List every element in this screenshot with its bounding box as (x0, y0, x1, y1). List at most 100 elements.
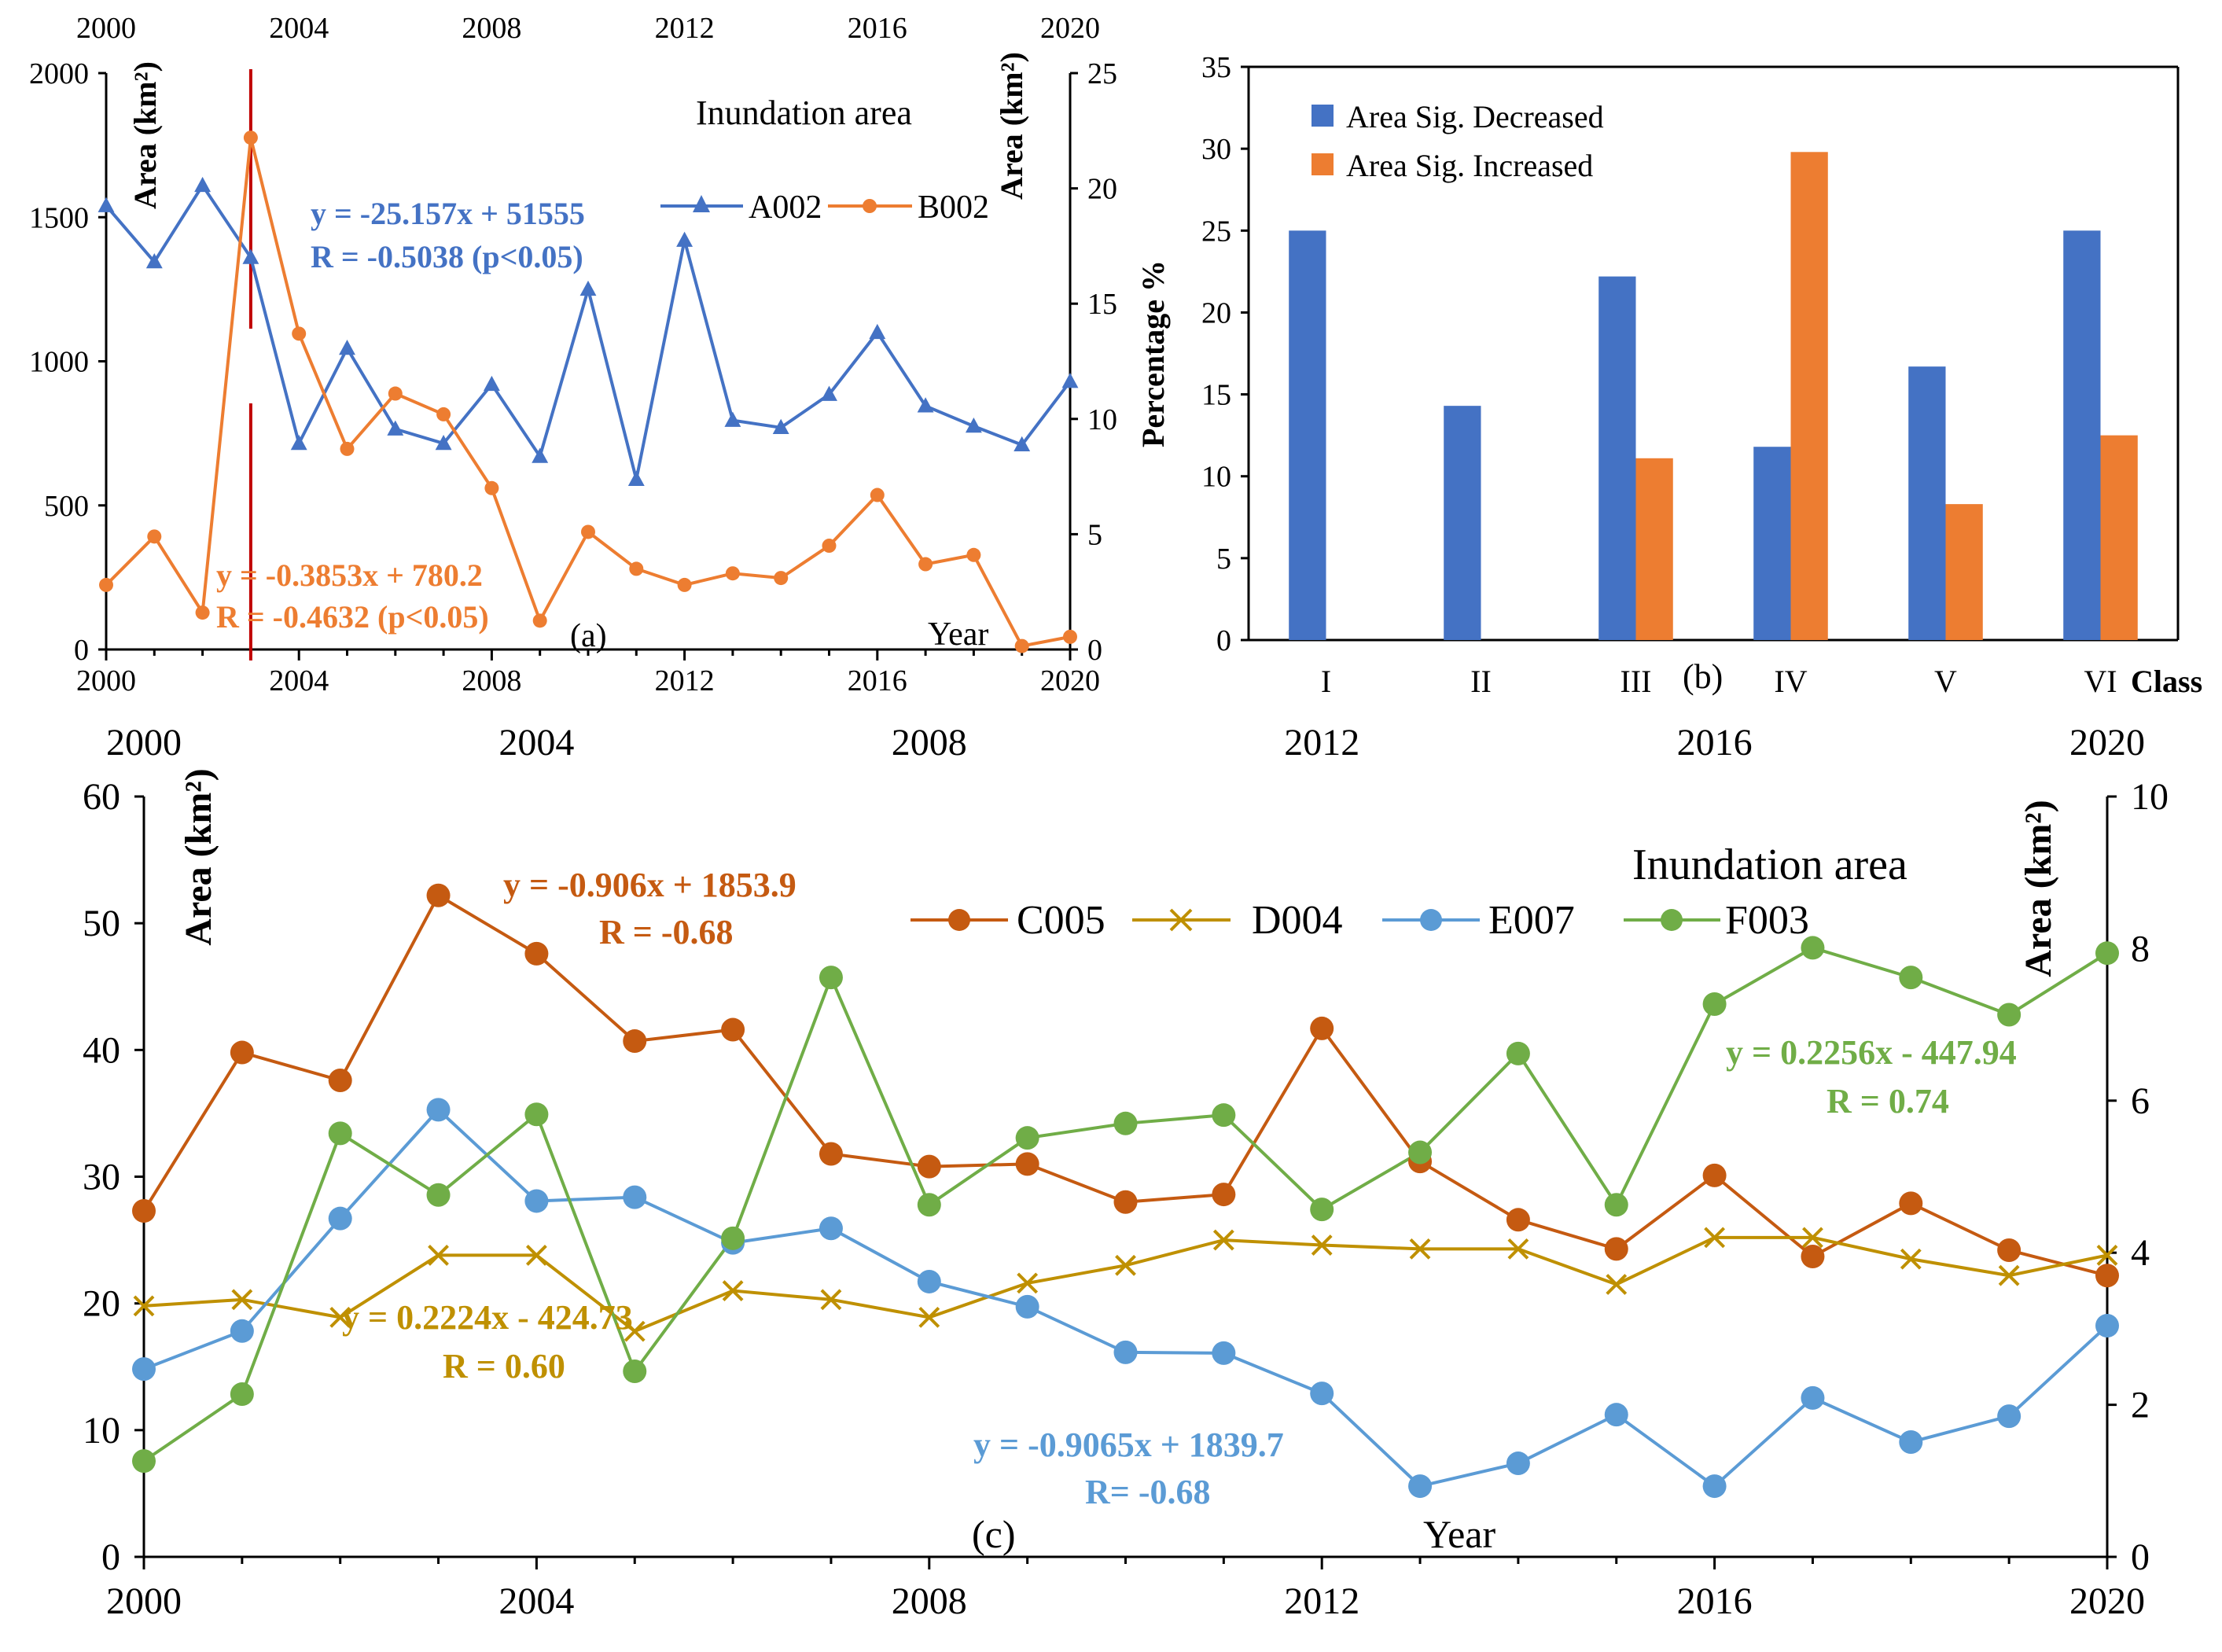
c-legend-label-d004: D004 (1252, 898, 1343, 943)
c-point-e007 (1310, 1382, 1334, 1406)
panel-a: 2000 2004 2008 2012 2016 2020 2000 2004 2008 201… (29, 12, 1117, 697)
c-xtick-label: 2016 (1677, 1580, 1753, 1622)
middle-strip-year-label: 2000 (106, 722, 182, 763)
a-point-b002 (1014, 638, 1029, 653)
c-point-c005 (1310, 1016, 1334, 1040)
a-point-b002 (581, 524, 595, 539)
b-ytick-label: 25 (1201, 215, 1231, 248)
a-ylabel-left: Area (km²) (127, 61, 163, 209)
c-xlabel: Year (1423, 1512, 1495, 1556)
a-point-a002 (1061, 373, 1079, 388)
b-legend: Area Sig. Decreased Area Sig. Increased (1311, 99, 1604, 183)
c-point-e007 (1702, 1474, 1727, 1499)
c-point-e007 (426, 1098, 451, 1122)
middle-strip-year-label: 2012 (1284, 722, 1359, 763)
c-point-e007 (524, 1189, 549, 1213)
a-xtick-label: 2008 (462, 664, 521, 697)
c-ytick-right-label: 0 (2131, 1536, 2150, 1578)
a-top-year-label: 2004 (269, 12, 329, 45)
b-category-label: IV (1774, 664, 1807, 699)
c-legend: C005 D004 E007 F003 (911, 898, 1809, 943)
a-point-a002 (339, 340, 355, 355)
b-bar-increased (1790, 152, 1828, 640)
b-legend-swatch-increased (1311, 153, 1334, 175)
c-point-c005 (1604, 1237, 1628, 1261)
a-point-b002 (99, 577, 113, 592)
a-ytick-right-label: 10 (1087, 403, 1117, 436)
c-legend-label-e007: E007 (1488, 898, 1575, 943)
b-legend-label-increased: Area Sig. Increased (1346, 148, 1593, 183)
c-point-c005 (1702, 1163, 1727, 1187)
c-point-c005 (1015, 1152, 1039, 1176)
c-point-c005 (917, 1154, 941, 1179)
b-category-label: III (1621, 664, 1652, 699)
c-point-d004 (133, 1295, 155, 1317)
c-eq-c005: y = -0.906x + 1853.9 (503, 866, 796, 904)
c-point-c005 (1899, 1191, 1923, 1216)
a-point-a002 (290, 434, 307, 451)
a-ytick-left-label: 0 (74, 634, 89, 667)
a-point-b002 (629, 561, 644, 576)
c-xtick-label: 2000 (106, 1580, 182, 1622)
c-point-d004 (1212, 1229, 1234, 1251)
a-point-a002 (821, 385, 837, 401)
c-point-d004 (231, 1289, 253, 1311)
c-eq-f003: y = 0.2256x - 447.94 (1726, 1033, 2017, 1072)
c-point-d004 (1409, 1238, 1431, 1260)
c-ytick-left-label: 10 (83, 1410, 120, 1451)
a-point-b002 (1063, 629, 1077, 644)
c-point-e007 (1899, 1429, 1923, 1454)
c-point-f003 (1310, 1198, 1334, 1222)
c-ytick-right-label: 10 (2131, 776, 2169, 818)
c-point-e007 (132, 1357, 156, 1382)
b-bar-decreased (1908, 366, 1946, 640)
b-bar-increased (1945, 504, 1983, 640)
c-xtick-label: 2020 (2069, 1580, 2145, 1622)
c-r-e007: R= -0.68 (1085, 1473, 1211, 1511)
c-point-f003 (1801, 936, 1825, 960)
c-point-d004 (1507, 1238, 1529, 1260)
c-panel-label: (c) (972, 1512, 1016, 1556)
middle-strip-year-label: 2004 (498, 722, 574, 763)
a-ylabel-right: Area (km²) (994, 52, 1029, 200)
a-ytick-right-label: 5 (1087, 518, 1102, 551)
a-ytick-left-label: 2000 (29, 57, 89, 90)
a-ytick-right-label: 0 (1087, 634, 1102, 667)
a-ytick-left-label: 500 (44, 490, 89, 523)
a-point-a002 (869, 323, 886, 340)
b-bar-decreased (1598, 276, 1636, 640)
b-category-label: I (1321, 664, 1331, 699)
a-point-b002 (870, 488, 885, 502)
c-legend-marker-c005 (948, 909, 970, 931)
c-point-e007 (917, 1269, 941, 1293)
c-point-d004 (1606, 1274, 1628, 1295)
c-point-d004 (1704, 1227, 1726, 1249)
a-point-a002 (387, 420, 404, 436)
a-top-year-label: 2008 (462, 12, 521, 45)
c-xtick-label: 2008 (892, 1580, 967, 1622)
c-point-f003 (917, 1193, 941, 1217)
a-ytick-right-label: 15 (1087, 288, 1117, 321)
a-legend-marker-b002 (863, 199, 877, 213)
c-point-e007 (1997, 1404, 2022, 1429)
a-point-b002 (822, 539, 837, 554)
a-point-b002 (677, 577, 692, 592)
a-ytick-right-label: 25 (1087, 57, 1117, 90)
c-point-e007 (1801, 1385, 1825, 1410)
a-point-b002 (436, 407, 451, 421)
b-ytick-label: 5 (1216, 543, 1231, 576)
a-point-b002 (532, 613, 547, 628)
c-point-e007 (1604, 1403, 1628, 1427)
a-xtick-label: 2012 (655, 664, 715, 697)
a-point-a002 (194, 176, 212, 193)
c-point-d004 (918, 1306, 940, 1328)
a-point-b002 (292, 326, 307, 341)
a-ytick-right-label: 20 (1087, 173, 1117, 206)
c-point-f003 (1015, 1126, 1039, 1150)
a-point-a002 (435, 434, 452, 451)
c-point-f003 (1212, 1103, 1236, 1128)
a-legend: A002 B002 (660, 189, 989, 226)
a-point-a002 (724, 411, 741, 427)
c-point-f003 (1506, 1041, 1530, 1065)
c-point-f003 (819, 966, 843, 990)
